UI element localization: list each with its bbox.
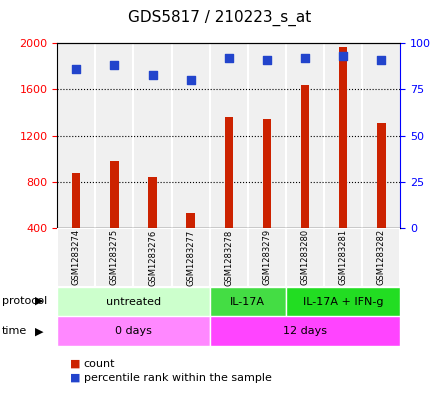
- Text: GSM1283278: GSM1283278: [224, 229, 233, 286]
- Bar: [263, 119, 271, 228]
- FancyBboxPatch shape: [57, 287, 210, 316]
- FancyBboxPatch shape: [57, 228, 95, 287]
- Bar: [133, 43, 172, 228]
- Bar: [362, 43, 400, 228]
- Text: protocol: protocol: [2, 296, 48, 306]
- FancyBboxPatch shape: [57, 316, 210, 346]
- Text: GSM1283281: GSM1283281: [339, 230, 348, 285]
- Bar: [377, 123, 385, 228]
- Bar: [187, 213, 195, 228]
- Text: GSM1283275: GSM1283275: [110, 230, 119, 285]
- Bar: [224, 117, 233, 228]
- Point: [149, 72, 156, 78]
- Text: ■: ■: [70, 373, 81, 383]
- Text: percentile rank within the sample: percentile rank within the sample: [84, 373, 271, 383]
- Text: 0 days: 0 days: [115, 326, 152, 336]
- FancyBboxPatch shape: [248, 228, 286, 287]
- Text: GDS5817 / 210223_s_at: GDS5817 / 210223_s_at: [128, 10, 312, 26]
- Bar: [95, 43, 133, 228]
- Text: time: time: [2, 326, 27, 336]
- FancyBboxPatch shape: [362, 228, 400, 287]
- Text: untreated: untreated: [106, 297, 161, 307]
- Text: GSM1283282: GSM1283282: [377, 230, 386, 285]
- Bar: [301, 85, 309, 228]
- Text: IL-17A: IL-17A: [231, 297, 265, 307]
- FancyBboxPatch shape: [210, 316, 400, 346]
- Point: [264, 57, 271, 63]
- FancyBboxPatch shape: [95, 228, 133, 287]
- Bar: [324, 43, 362, 228]
- Bar: [148, 177, 157, 228]
- FancyBboxPatch shape: [133, 228, 172, 287]
- Text: GSM1283280: GSM1283280: [301, 230, 310, 285]
- Point: [301, 55, 308, 61]
- Text: IL-17A + IFN-g: IL-17A + IFN-g: [303, 297, 383, 307]
- Bar: [339, 47, 348, 228]
- Bar: [110, 161, 119, 228]
- Text: GSM1283279: GSM1283279: [262, 230, 271, 285]
- Bar: [57, 43, 95, 228]
- Text: GSM1283274: GSM1283274: [72, 230, 81, 285]
- Point: [187, 77, 194, 83]
- Text: GSM1283277: GSM1283277: [186, 229, 195, 286]
- FancyBboxPatch shape: [210, 287, 286, 316]
- Text: ▶: ▶: [35, 326, 44, 336]
- Point: [225, 55, 232, 61]
- Point: [111, 62, 118, 68]
- FancyBboxPatch shape: [324, 228, 362, 287]
- Text: GSM1283276: GSM1283276: [148, 229, 157, 286]
- Point: [73, 66, 80, 72]
- Bar: [248, 43, 286, 228]
- Bar: [172, 43, 210, 228]
- FancyBboxPatch shape: [286, 228, 324, 287]
- FancyBboxPatch shape: [172, 228, 210, 287]
- Text: count: count: [84, 358, 115, 369]
- Point: [378, 57, 385, 63]
- Bar: [286, 43, 324, 228]
- Bar: [210, 43, 248, 228]
- Text: 12 days: 12 days: [283, 326, 327, 336]
- Point: [340, 53, 347, 59]
- Text: ▶: ▶: [35, 296, 44, 306]
- Text: ■: ■: [70, 358, 81, 369]
- Bar: [72, 173, 81, 228]
- FancyBboxPatch shape: [286, 287, 400, 316]
- FancyBboxPatch shape: [210, 228, 248, 287]
